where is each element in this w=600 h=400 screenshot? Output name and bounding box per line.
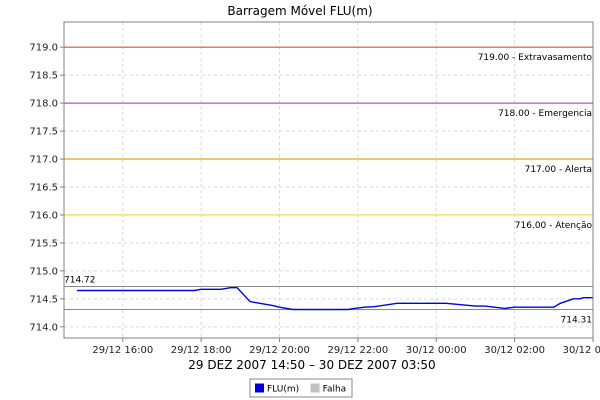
x-tick-label: 29/12 16:00 xyxy=(92,345,153,356)
x-tick-label: 29/12 22:00 xyxy=(327,345,388,356)
threshold-label: 716.00 - Atenção xyxy=(515,221,593,231)
x-tick-label: 29/12 18:00 xyxy=(171,345,232,356)
y-tick-label: 715.0 xyxy=(29,266,58,277)
legend-swatch xyxy=(310,383,320,393)
y-tick-label: 717.5 xyxy=(29,127,58,138)
legend-box xyxy=(249,378,353,398)
legend: FLU(m) Falha xyxy=(249,378,353,398)
y-tick-label: 719.0 xyxy=(29,43,58,54)
legend-swatch xyxy=(255,383,264,393)
y-tick-label: 718.0 xyxy=(29,99,58,110)
y-tick-label: 714.0 xyxy=(29,322,58,333)
y-tick-label: 716.5 xyxy=(29,182,58,193)
y-tick-label: 715.5 xyxy=(29,238,58,249)
y-tick-label: 717.0 xyxy=(29,155,58,166)
y-tick-label: 718.5 xyxy=(29,71,58,82)
threshold-label: 717.00 - Alerta xyxy=(525,165,592,175)
legend-label: Falha xyxy=(323,385,347,395)
x-tick-label: 30/12 00:00 xyxy=(406,345,467,356)
y-tick-label: 716.0 xyxy=(29,210,58,221)
min-value-label: 714.31 xyxy=(561,315,593,325)
series-line-flu xyxy=(77,287,593,311)
threshold-label: 719.00 - Extravasamento xyxy=(478,53,593,63)
x-axis: 29/12 16:00 29/12 18:00 29/12 20:00 29/12 2… xyxy=(92,338,600,356)
x-tick-label: 30/12 02:00 xyxy=(484,345,545,356)
max-value-label: 714.72 xyxy=(64,276,96,286)
x-tick-label: 30/12 04:00 xyxy=(563,345,600,356)
threshold-label: 718.00 - Emergencia xyxy=(498,109,592,119)
y-axis: 714.0 714.5 715.0 715.5 716.0 716.5 717.0 717.5… xyxy=(29,43,64,333)
x-tick-label: 29/12 20:00 xyxy=(249,345,310,356)
chart-subtitle: 29 DEZ 2007 14:50 – 30 DEZ 2007 03:50 xyxy=(188,358,435,372)
reference-lines: 719.00 - Extravasamento 718.00 - Emergenc… xyxy=(64,46,593,325)
series-layer xyxy=(77,287,593,311)
chart-title: Barragem Móvel FLU(m) xyxy=(227,4,372,18)
legend-label: FLU(m) xyxy=(267,385,299,395)
y-tick-label: 714.5 xyxy=(29,294,58,305)
plot-frame xyxy=(63,21,594,339)
